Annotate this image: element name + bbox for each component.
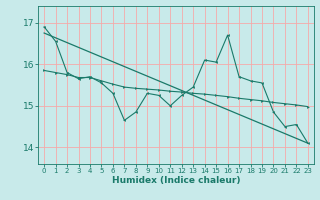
X-axis label: Humidex (Indice chaleur): Humidex (Indice chaleur)	[112, 176, 240, 185]
